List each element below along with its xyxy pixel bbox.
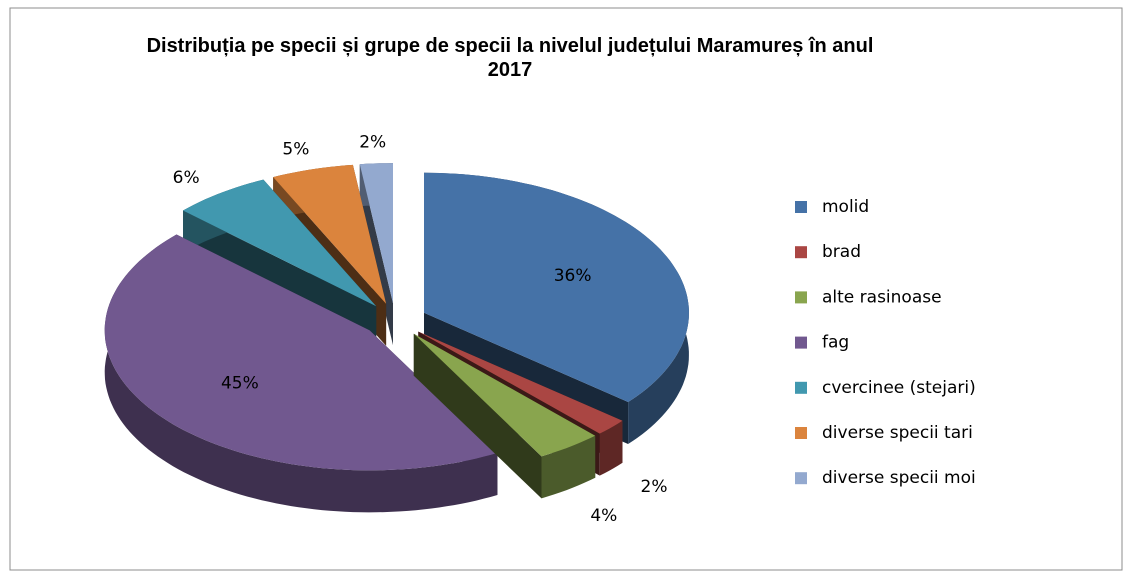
slice-side-wall — [413, 333, 542, 499]
data-label: 45% — [221, 374, 259, 394]
slice-top — [183, 179, 377, 307]
legend-label: cvercinee (stejari) — [822, 378, 976, 398]
slice-outer-wall — [599, 420, 623, 476]
chart-border — [9, 7, 1123, 571]
slice-top — [104, 234, 498, 471]
slice-top — [359, 163, 393, 304]
data-label: 5% — [282, 140, 309, 160]
legend-swatch — [795, 336, 807, 349]
legend-label: brad — [822, 242, 861, 262]
legend-label: alte rasinoase — [822, 287, 942, 307]
legend-swatch — [795, 246, 807, 259]
slice-top — [413, 333, 596, 457]
legend-swatch — [795, 201, 807, 213]
slice-outer-wall — [541, 435, 596, 499]
legend-label: diverse specii tari — [822, 423, 973, 443]
legend-swatch — [795, 381, 807, 394]
slice-top — [424, 172, 689, 402]
data-label: 6% — [173, 168, 200, 188]
data-label: 2% — [641, 477, 668, 497]
legend-label: molid — [822, 197, 869, 217]
slice-top — [418, 331, 623, 434]
data-label: 36% — [554, 266, 592, 286]
legend-swatch — [795, 427, 807, 439]
pie-slice — [104, 234, 498, 513]
legend-label: diverse specii moi — [822, 468, 976, 488]
slice-top — [273, 164, 387, 304]
legend-swatch — [795, 291, 807, 304]
chart-title: Distribuția pe specii și grupe de specii… — [146, 35, 874, 81]
slice-outer-wall — [104, 234, 498, 513]
legend-label: fag — [822, 333, 849, 353]
legend-swatch — [795, 472, 807, 485]
data-label: 2% — [359, 133, 386, 153]
data-label: 4% — [590, 506, 617, 526]
pie-slice — [413, 333, 596, 499]
